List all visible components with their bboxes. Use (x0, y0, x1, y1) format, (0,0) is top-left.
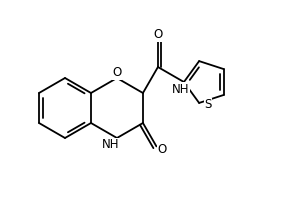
Text: O: O (158, 143, 167, 156)
Text: NH: NH (102, 138, 120, 152)
Text: O: O (153, 28, 163, 41)
Text: NH: NH (172, 83, 190, 96)
Text: O: O (112, 66, 122, 79)
Text: S: S (204, 98, 212, 111)
